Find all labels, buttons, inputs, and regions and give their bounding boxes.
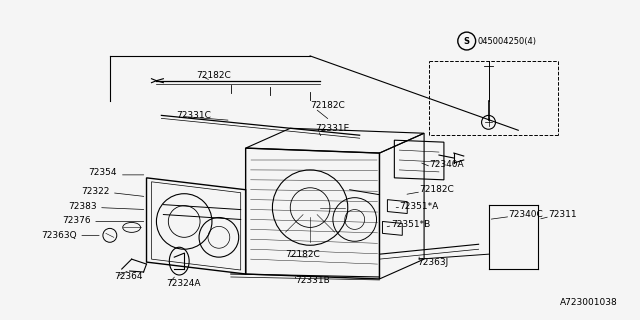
Text: 72364: 72364: [114, 272, 142, 282]
Text: 72311: 72311: [548, 210, 577, 219]
Text: 72331E: 72331E: [315, 124, 349, 133]
Text: 72354: 72354: [88, 168, 116, 177]
Text: 72340C: 72340C: [508, 210, 543, 219]
Text: 72340A: 72340A: [429, 160, 463, 170]
Text: 045004250(4): 045004250(4): [477, 36, 536, 45]
Text: 72182C: 72182C: [196, 71, 231, 80]
Text: 72324A: 72324A: [166, 279, 201, 288]
Text: 72376: 72376: [62, 216, 91, 225]
Text: S: S: [464, 36, 470, 45]
Text: 72182C: 72182C: [310, 101, 345, 110]
Text: 72322: 72322: [81, 187, 110, 196]
Text: 72351*A: 72351*A: [399, 202, 438, 211]
Text: 72331B: 72331B: [295, 276, 330, 285]
Text: 72182C: 72182C: [419, 185, 454, 194]
Text: 72331C: 72331C: [176, 111, 211, 120]
Text: 72363J: 72363J: [417, 258, 449, 267]
Text: 72383: 72383: [68, 202, 97, 211]
Text: A723001038: A723001038: [559, 298, 618, 307]
Text: 72363Q: 72363Q: [42, 231, 77, 240]
Text: 72351*B: 72351*B: [392, 220, 431, 229]
Text: 72182C: 72182C: [285, 250, 320, 259]
